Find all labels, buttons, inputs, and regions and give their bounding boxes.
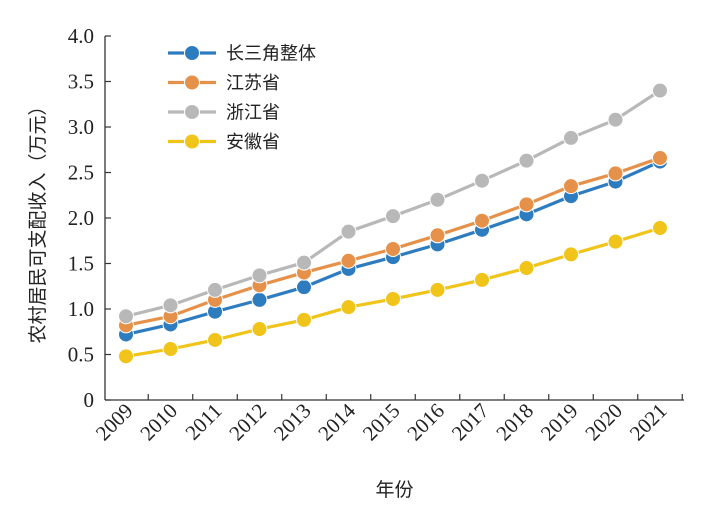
y-tick-label: 3.5 (68, 70, 94, 94)
legend-swatch-marker (184, 45, 200, 61)
legend-item: 浙江省 (168, 103, 280, 124)
x-tick-label: 2010 (135, 399, 182, 446)
y-tick-label: 4.0 (68, 24, 94, 48)
data-point (607, 111, 624, 128)
y-tick-label: 2.0 (68, 206, 94, 230)
data-point (563, 246, 579, 263)
legend-item: 安徽省 (168, 132, 280, 153)
legend-label: 长三角整体 (226, 44, 316, 65)
data-point (118, 308, 134, 325)
legend-item: 江苏省 (168, 73, 280, 94)
legend-label: 安徽省 (226, 132, 280, 153)
data-point (563, 129, 579, 146)
chart-ticks: 00.51.01.52.02.53.03.54.0200920102011201… (68, 24, 683, 445)
data-point (474, 172, 490, 189)
x-axis-title: 年份 (375, 479, 413, 501)
data-point (563, 178, 579, 195)
x-tick-label: 2013 (269, 399, 316, 446)
data-point (518, 260, 535, 277)
x-tick-label: 2011 (180, 399, 226, 445)
data-point (162, 297, 179, 314)
y-axis-title: 农村居民可支配收入（万元） (27, 96, 49, 343)
legend-swatch-marker (184, 74, 200, 91)
chart-series (118, 82, 668, 365)
series-line (125, 89, 661, 318)
legend-label: 浙江省 (226, 103, 280, 124)
legend-item: 长三角整体 (168, 44, 316, 65)
data-point (296, 311, 312, 328)
data-point (207, 281, 223, 298)
data-point (340, 252, 357, 269)
data-point (162, 341, 179, 358)
data-point (607, 233, 624, 250)
series-3 (118, 82, 668, 325)
legend-swatch-marker (184, 133, 200, 150)
data-point (518, 152, 535, 169)
data-point (118, 348, 134, 365)
data-point (429, 191, 446, 208)
y-tick-label: 0.5 (68, 343, 94, 367)
data-point (385, 240, 401, 257)
x-tick-label: 2016 (402, 399, 449, 446)
x-tick-label: 2012 (224, 399, 271, 446)
data-point (251, 267, 268, 284)
x-tick-label: 2021 (625, 399, 672, 446)
data-point (251, 321, 268, 338)
data-point (652, 82, 668, 99)
data-point (652, 220, 668, 237)
data-point (207, 331, 223, 348)
x-tick-label: 2009 (91, 399, 138, 446)
data-point (296, 279, 312, 296)
x-tick-label: 2014 (313, 398, 360, 445)
y-tick-label: 3.0 (68, 115, 94, 139)
x-tick-label: 2015 (358, 399, 405, 446)
data-point (518, 196, 535, 213)
data-point (340, 299, 357, 316)
data-point (385, 290, 401, 307)
legend-label: 江苏省 (226, 73, 280, 94)
data-point (340, 223, 357, 240)
x-tick-label: 2019 (536, 399, 583, 446)
legend-swatch-marker (184, 104, 200, 120)
y-tick-label: 1.0 (68, 297, 94, 321)
data-point (474, 271, 490, 288)
data-point (429, 281, 446, 298)
data-point (429, 227, 446, 244)
x-tick-label: 2017 (447, 399, 494, 446)
x-tick-label: 2020 (580, 399, 627, 446)
y-tick-label: 2.5 (68, 161, 94, 185)
data-point (607, 165, 624, 182)
series-4 (118, 220, 668, 365)
data-point (474, 212, 490, 229)
x-tick-label: 2018 (491, 399, 538, 446)
y-tick-label: 1.5 (68, 252, 94, 276)
y-tick-label: 0 (84, 388, 95, 412)
data-point (385, 208, 401, 225)
data-point (296, 254, 312, 271)
data-point (251, 291, 268, 308)
data-point (652, 149, 668, 166)
